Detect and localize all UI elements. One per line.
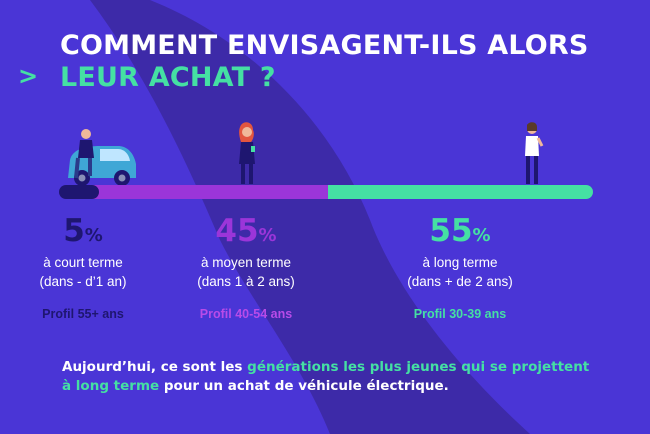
stat-value: 5% xyxy=(18,214,148,253)
stat-value: 45% xyxy=(176,214,316,253)
stat-long-terme: 55% à long terme (dans + de 2 ans) Profi… xyxy=(385,214,535,321)
conclusion-part2: pour un achat de véhicule électrique. xyxy=(159,378,449,394)
stat-number: 55 xyxy=(429,213,473,249)
title-line1: COMMENT ENVISAGENT-ILS ALORS xyxy=(60,30,589,61)
timeline-bar xyxy=(59,185,593,199)
timeline-segment-long xyxy=(309,185,593,199)
page-title: COMMENT ENVISAGENT-ILS ALORS LEUR ACHAT … xyxy=(60,30,589,94)
stat-profile: Profil 30-39 ans xyxy=(413,307,507,321)
title-arrow-icon: > xyxy=(18,62,39,90)
timeline-segment-medium xyxy=(73,185,328,199)
timeline-segment-short xyxy=(59,185,99,199)
woman-standing-icon xyxy=(525,122,544,184)
conclusion-part1: Aujourd’hui, ce sont les xyxy=(62,359,248,375)
stat-label: à moyen terme xyxy=(200,255,292,270)
stat-value: 55% xyxy=(385,214,535,253)
stat-sublabel: (dans - d’1 an) xyxy=(39,274,127,289)
stat-number: 5 xyxy=(63,213,85,249)
woman-phone-icon xyxy=(239,122,255,184)
conclusion-highlight: générations les plus jeunes qui se proje… xyxy=(62,359,590,394)
stat-unit: % xyxy=(258,225,277,246)
stat-label: à court terme xyxy=(43,255,123,270)
stat-court-terme: 5% à court terme (dans - d’1 an) Profil … xyxy=(18,214,148,321)
stat-unit: % xyxy=(472,225,491,246)
stat-number: 45 xyxy=(215,213,259,249)
title-line2: LEUR ACHAT ? xyxy=(60,62,276,93)
stat-sublabel: (dans 1 à 2 ans) xyxy=(197,274,295,289)
stat-label: à long terme xyxy=(422,255,498,270)
conclusion-text: Aujourd’hui, ce sont les générations les… xyxy=(62,358,592,396)
stat-profile: Profil 40-54 ans xyxy=(199,307,293,321)
stat-unit: % xyxy=(84,225,103,246)
stat-sublabel: (dans + de 2 ans) xyxy=(407,274,513,289)
person-with-car-icon xyxy=(68,129,136,186)
stat-profile: Profil 55+ ans xyxy=(42,307,124,321)
stat-moyen-terme: 45% à moyen terme (dans 1 à 2 ans) Profi… xyxy=(176,214,316,321)
